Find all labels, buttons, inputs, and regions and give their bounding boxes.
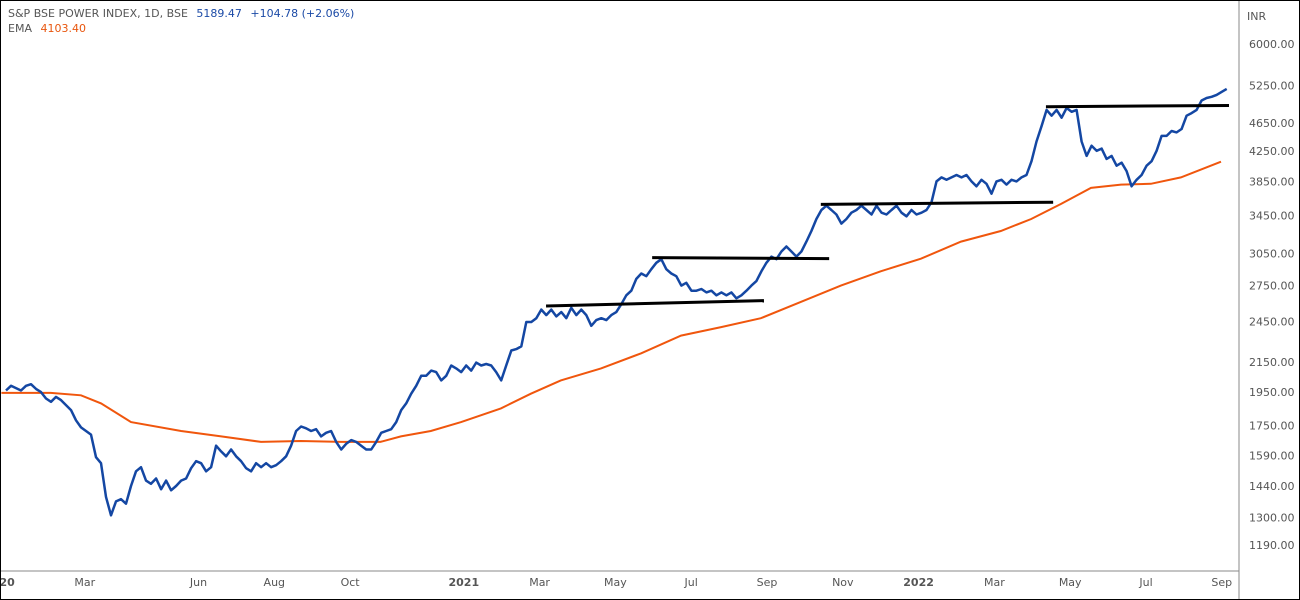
- ema-value: 4103.40: [40, 22, 86, 35]
- symbol-label: S&P BSE POWER INDEX, 1D, BSE: [8, 7, 188, 20]
- price-tick-label: 6000.00: [1249, 38, 1295, 51]
- price-tick-label: 1300.00: [1249, 512, 1295, 525]
- time-tick-label: Mar: [984, 576, 1005, 589]
- time-tick-label: Jul: [684, 576, 698, 589]
- price-tick-label: 2150.00: [1249, 356, 1295, 369]
- price-tick-label: 4650.00: [1249, 117, 1295, 130]
- time-tick-label: Mar: [74, 576, 95, 589]
- price-tick-label: 3050.00: [1249, 248, 1295, 261]
- ema-line: [1, 160, 1222, 443]
- price-axis[interactable]: 6000.00 5250.00 4650.00 4250.00 3850.00 3450.…: [1249, 38, 1295, 552]
- legend-symbol-row: S&P BSE POWER INDEX, 1D, BSE 5189.47 +10…: [8, 7, 359, 20]
- last-price: 5189.47: [196, 7, 242, 20]
- time-axis[interactable]: 2020 Mar Jun Aug Oct 2021 Mar May Jul Sep Nov 2022 M…: [1, 576, 1232, 589]
- legend-ema-row: EMA 4103.40: [8, 22, 91, 35]
- price-tick-label: 4250.00: [1249, 145, 1295, 158]
- level-line-2[interactable]: [652, 256, 830, 261]
- time-tick-label: 2022: [903, 576, 934, 589]
- level-line-3[interactable]: [820, 200, 1054, 206]
- price-tick-label: 3450.00: [1249, 209, 1295, 222]
- level-line-1[interactable]: [546, 299, 765, 308]
- price-change: +104.78 (+2.06%): [250, 7, 355, 20]
- time-tick-label: May: [604, 576, 627, 589]
- time-tick-label: May: [1059, 576, 1082, 589]
- time-tick-label: Jul: [1138, 576, 1152, 589]
- currency-label: INR: [1247, 10, 1266, 23]
- time-tick-label: Jun: [189, 576, 207, 589]
- price-tick-label: 1440.00: [1249, 480, 1295, 493]
- time-tick-label: Sep: [1211, 576, 1232, 589]
- price-tick-label: 1190.00: [1249, 539, 1295, 552]
- price-tick-label: 2750.00: [1249, 280, 1295, 293]
- price-tick-label: 2450.00: [1249, 315, 1295, 328]
- time-tick-label: Mar: [529, 576, 550, 589]
- price-tick-label: 3850.00: [1249, 175, 1295, 188]
- price-tick-label: 5250.00: [1249, 79, 1295, 92]
- price-line: [5, 87, 1228, 517]
- time-tick-label: Oct: [341, 576, 361, 589]
- time-tick-label: 2020: [1, 576, 15, 589]
- price-tick-label: 1750.00: [1249, 420, 1295, 433]
- price-tick-label: 1950.00: [1249, 386, 1295, 399]
- level-line-4[interactable]: [1045, 103, 1230, 109]
- time-tick-label: Sep: [757, 576, 778, 589]
- time-tick-label: Aug: [264, 576, 285, 589]
- price-tick-label: 1590.00: [1249, 449, 1295, 462]
- ema-label: EMA: [8, 22, 32, 35]
- time-tick-label: Nov: [832, 576, 854, 589]
- time-tick-label: 2021: [448, 576, 479, 589]
